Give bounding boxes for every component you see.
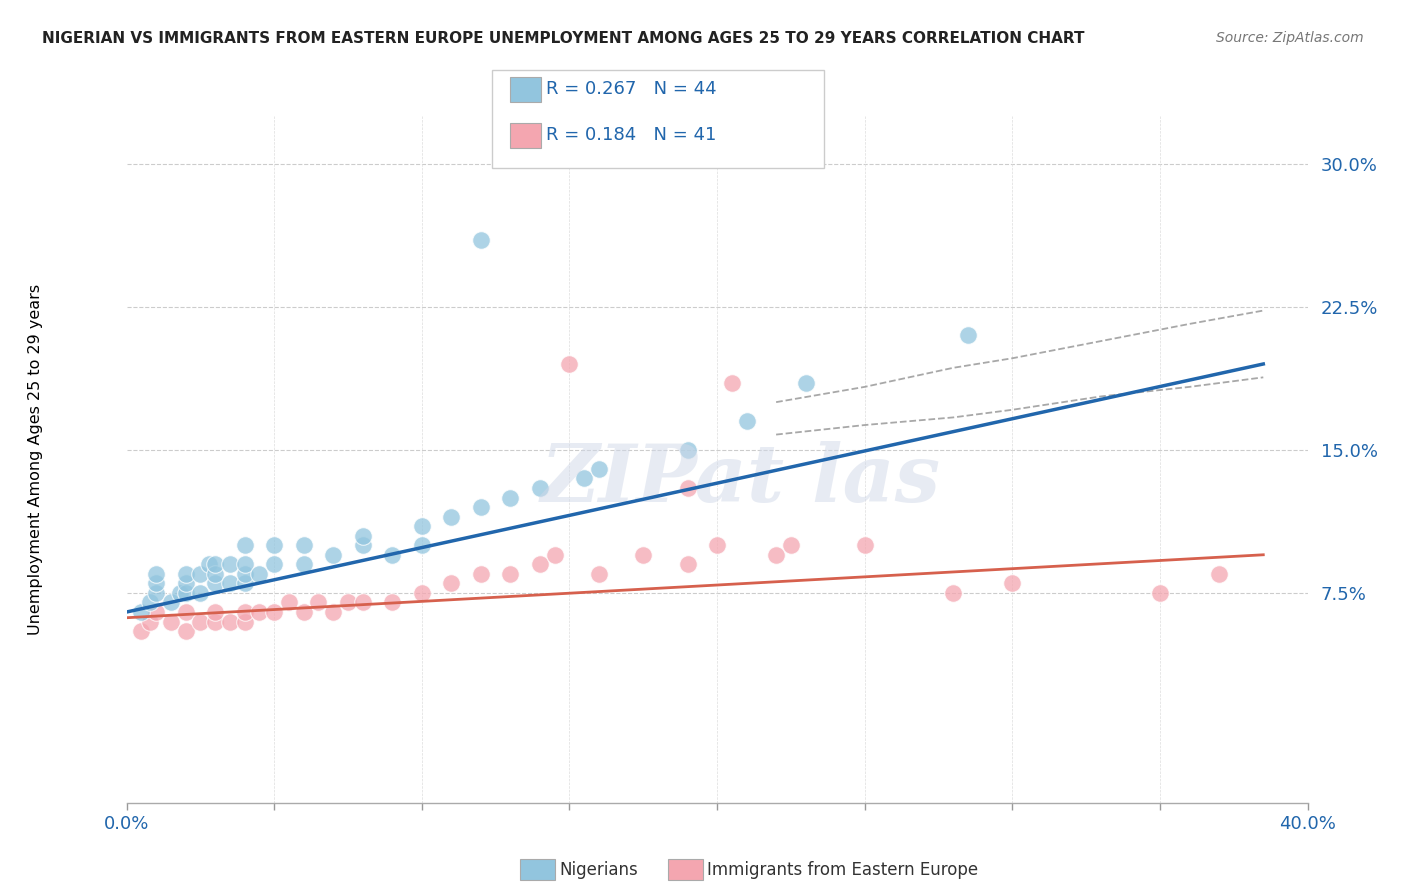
Point	[139, 595, 162, 609]
Point	[169, 586, 191, 600]
Text: R = 0.267   N = 44: R = 0.267 N = 44	[547, 80, 717, 98]
Point	[942, 586, 965, 600]
Point	[1149, 586, 1171, 600]
Point	[440, 509, 463, 524]
Point	[188, 566, 211, 581]
Point	[381, 548, 404, 562]
Text: Unemployment Among Ages 25 to 29 years: Unemployment Among Ages 25 to 29 years	[28, 284, 42, 635]
Point	[263, 605, 285, 619]
Point	[233, 576, 256, 591]
Point	[219, 576, 242, 591]
Point	[352, 538, 374, 552]
Point	[145, 576, 167, 591]
Point	[853, 538, 876, 552]
Point	[470, 566, 492, 581]
Point	[588, 566, 610, 581]
Point	[676, 442, 699, 457]
Point	[129, 624, 153, 639]
Point	[499, 491, 522, 505]
Point	[337, 595, 360, 609]
Point	[352, 595, 374, 609]
Point	[440, 576, 463, 591]
Point	[676, 481, 699, 495]
Point	[174, 605, 197, 619]
Point	[543, 548, 565, 562]
Point	[145, 605, 167, 619]
Point	[631, 548, 654, 562]
Point	[706, 538, 728, 552]
Point	[676, 558, 699, 572]
Point	[588, 462, 610, 476]
Text: R = 0.184   N = 41: R = 0.184 N = 41	[547, 127, 717, 145]
Point	[411, 519, 433, 533]
Point	[765, 548, 787, 562]
Point	[956, 328, 979, 343]
Point	[129, 605, 153, 619]
Point	[292, 558, 315, 572]
Text: ZIPat las: ZIPat las	[541, 442, 941, 519]
Text: Source: ZipAtlas.com: Source: ZipAtlas.com	[1216, 31, 1364, 45]
Point	[174, 586, 197, 600]
Point	[219, 558, 242, 572]
Point	[188, 615, 211, 629]
Point	[322, 605, 344, 619]
Point	[139, 615, 162, 629]
Point	[574, 471, 596, 485]
Point	[233, 566, 256, 581]
Point	[307, 595, 329, 609]
Point	[174, 576, 197, 591]
Point	[188, 586, 211, 600]
Point	[233, 538, 256, 552]
Point	[529, 558, 551, 572]
Point	[735, 414, 758, 428]
Point	[219, 615, 242, 629]
Point	[174, 566, 197, 581]
Point	[499, 566, 522, 581]
Point	[470, 233, 492, 247]
Point	[145, 586, 167, 600]
Point	[145, 566, 167, 581]
Point	[794, 376, 817, 390]
Point	[204, 558, 226, 572]
Text: NIGERIAN VS IMMIGRANTS FROM EASTERN EUROPE UNEMPLOYMENT AMONG AGES 25 TO 29 YEAR: NIGERIAN VS IMMIGRANTS FROM EASTERN EURO…	[42, 31, 1084, 46]
Point	[322, 548, 344, 562]
Point	[204, 615, 226, 629]
Point	[352, 529, 374, 543]
Point	[174, 624, 197, 639]
Point	[263, 538, 285, 552]
Point	[278, 595, 301, 609]
Point	[204, 576, 226, 591]
Point	[292, 605, 315, 619]
Point	[1001, 576, 1024, 591]
Point	[558, 357, 581, 371]
Point	[411, 586, 433, 600]
Point	[159, 595, 183, 609]
Point	[204, 605, 226, 619]
Point	[470, 500, 492, 514]
Point	[198, 558, 221, 572]
Point	[247, 605, 270, 619]
Point	[204, 566, 226, 581]
Point	[159, 615, 183, 629]
Point	[263, 558, 285, 572]
Point	[292, 538, 315, 552]
Point	[247, 566, 270, 581]
Point	[529, 481, 551, 495]
Point	[779, 538, 801, 552]
Point	[233, 558, 256, 572]
Point	[233, 615, 256, 629]
Point	[411, 538, 433, 552]
Point	[381, 595, 404, 609]
Point	[1208, 566, 1230, 581]
Text: Nigerians: Nigerians	[560, 861, 638, 879]
Point	[720, 376, 742, 390]
Point	[233, 605, 256, 619]
Text: Immigrants from Eastern Europe: Immigrants from Eastern Europe	[707, 861, 979, 879]
